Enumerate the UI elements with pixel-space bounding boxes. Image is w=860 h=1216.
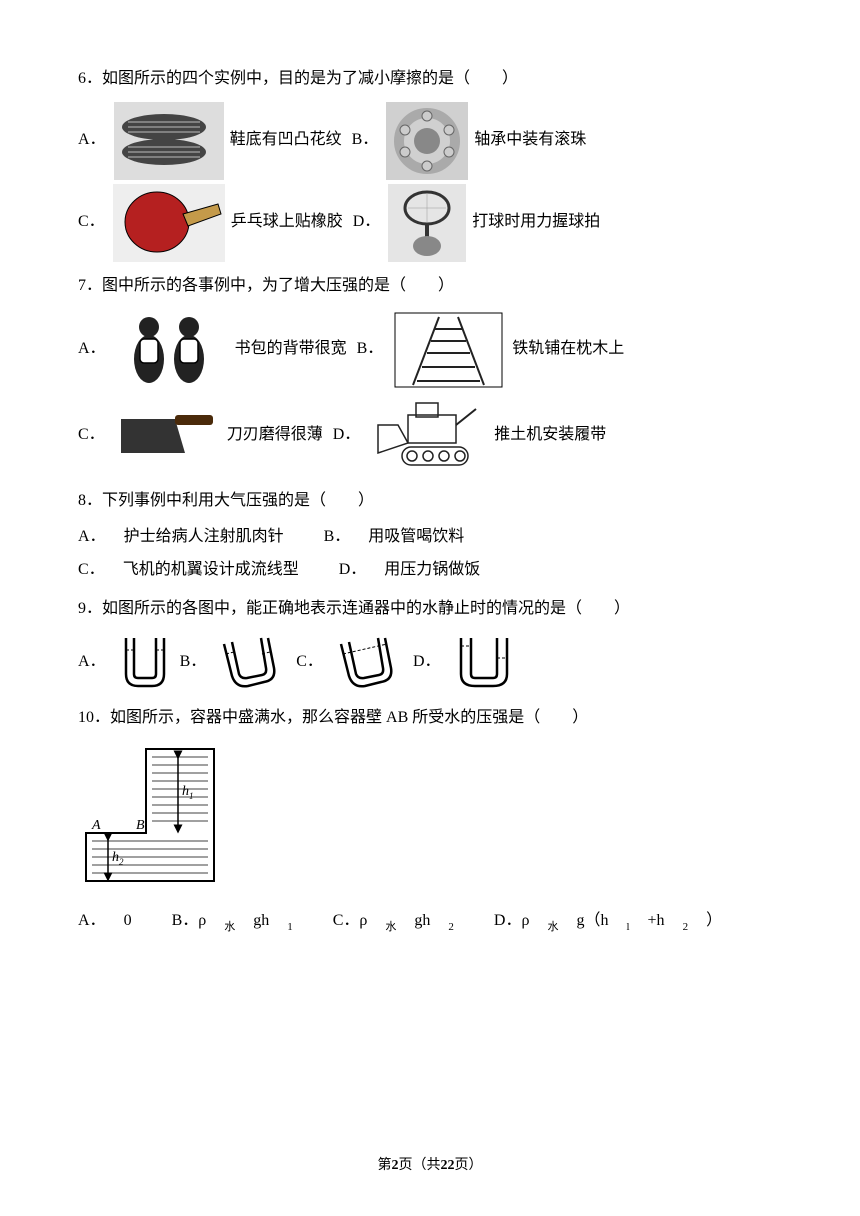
q8-b-desc: 用吸管喝饮料 [368,528,464,545]
q6-opt-b-desc: 轴承中装有滚珠 [474,126,586,155]
q7-opt-a-desc: 书包的背带很宽 [235,335,347,364]
container-diagram-icon: A B h1 h2 [78,741,238,891]
q7-opt-d-desc: 推土机安装履带 [494,421,606,450]
cleaver-icon [113,405,221,467]
q10-figure: A B h1 h2 [78,741,782,902]
label-A: A [91,818,101,833]
q7-row-1: A． 书包的背带很宽 B． [78,309,782,391]
utube-b-icon [214,632,292,694]
question-6: 6．如图所示的四个实例中，目的是为了减小摩擦的是（ ） A． 鞋底有凹凸花纹 B… [78,65,782,262]
q10-opt-b: B．ρ水gh1 [172,912,311,929]
utube-a-icon [114,632,176,694]
label-B: B [136,818,145,833]
q8-d-label: D． [339,561,367,578]
q9-a-label: A． [78,648,106,677]
footer-page: 2 [392,1158,399,1173]
q10-text: 10．如图所示，容器中盛满水，那么容器壁 AB 所受水的压强是（ ） [78,704,782,733]
bulldozer-icon [368,395,488,477]
q8-c-label: C． [78,561,105,578]
footer-mid: 页（共 [399,1158,441,1173]
q8-opt-c: C． 飞机的机翼设计成流线型 [78,561,317,578]
q8-body: 下列事例中利用大气压强的是（ ） [102,492,374,509]
q6-opt-a-desc: 鞋底有凹凸花纹 [230,126,342,155]
q7-opt-b-label: B． [357,335,384,364]
q8-text: 8．下列事例中利用大气压强的是（ ） [78,487,782,516]
q9-number: 9． [78,600,102,617]
q7-opt-b-desc: 铁轨铺在枕木上 [512,335,624,364]
q8-opts-line2: C． 飞机的机翼设计成流线型 D． 用压力锅做饭 [78,556,782,585]
footer-pre: 第 [378,1158,392,1173]
label-h2: h2 [112,850,124,867]
q8-number: 8． [78,492,102,509]
question-9: 9．如图所示的各图中，能正确地表示连通器中的水静止时的情况的是（ ） A． B．… [78,595,782,694]
utube-d-icon [449,632,521,694]
q8-opt-b: B． 用吸管喝饮料 [324,528,483,545]
q10-opts: A．0 B．ρ水gh1 C．ρ水gh2 D．ρ水g（hl+h2） [78,907,782,937]
q6-opt-d-label: D． [353,208,381,237]
q6-row-1: A． 鞋底有凹凸花纹 B． [78,102,782,180]
q9-text: 9．如图所示的各图中，能正确地表示连通器中的水静止时的情况的是（ ） [78,595,782,624]
q6-number: 6． [78,70,102,87]
q6-opt-a-label: A． [78,126,106,155]
racket-grip-icon [388,184,466,262]
q6-opt-d-desc: 打球时用力握球拍 [472,208,600,237]
q8-c-desc: 飞机的机翼设计成流线型 [123,561,299,578]
q7-opt-d-label: D． [333,421,361,450]
q7-body: 图中所示的各事例中，为了增大压强的是（ ） [102,277,454,294]
question-7: 7．图中所示的各事例中，为了增大压强的是（ ） A． 书包的背带很宽 B． [78,272,782,477]
q7-opt-c-desc: 刀刃磨得很薄 [227,421,323,450]
paddle-icon [113,184,225,262]
label-h1: h1 [182,784,194,801]
q8-d-desc: 用压力锅做饭 [384,561,480,578]
q8-a-label: A． [78,528,106,545]
q7-row-2: C． 刀刃磨得很薄 D． 推土机安装履带 [78,395,782,477]
q6-text: 6．如图所示的四个实例中，目的是为了减小摩擦的是（ ） [78,65,782,94]
q8-a-desc: 护士给病人注射肌肉针 [124,528,284,545]
footer-post: 页） [455,1158,483,1173]
backpack-icon [114,309,229,391]
q10-opt-a: A．0 [78,912,150,929]
q9-d-label: D． [413,648,441,677]
q7-opt-a-label: A． [78,335,106,364]
q10-body: 如图所示，容器中盛满水，那么容器壁 AB 所受水的压强是（ ） [110,709,588,726]
q6-opt-b-label: B． [352,126,379,155]
shoe-sole-icon [114,102,224,180]
question-10: 10．如图所示，容器中盛满水，那么容器壁 AB 所受水的压强是（ ） [78,704,782,938]
q8-opt-a: A． 护士给病人注射肌肉针 [78,528,302,545]
q7-text: 7．图中所示的各事例中，为了增大压强的是（ ） [78,272,782,301]
q7-number: 7． [78,277,102,294]
page-footer: 第2页（共22页） [0,1153,860,1178]
q10-opt-d: D．ρ水g（hl+h2） [494,912,740,929]
q8-b-label: B． [324,528,351,545]
q6-body: 如图所示的四个实例中，目的是为了减小摩擦的是（ ） [102,70,518,87]
utube-c-icon [331,632,409,694]
bearing-icon [386,102,468,180]
q8-opt-d: D． 用压力锅做饭 [339,561,499,578]
question-8: 8．下列事例中利用大气压强的是（ ） A． 护士给病人注射肌肉针 B． 用吸管喝饮料… [78,487,782,585]
q6-row-2: C． 乒乓球上贴橡胶 D． 打球时用力握球拍 [78,184,782,262]
q9-c-label: C． [296,648,323,677]
q9-body: 如图所示的各图中，能正确地表示连通器中的水静止时的情况的是（ ） [102,600,630,617]
q10-opt-c: C．ρ水gh2 [333,912,472,929]
q9-row: A． B． C． D． [78,632,782,694]
footer-total: 22 [441,1158,455,1173]
q10-number: 10． [78,709,110,726]
railroad-icon [391,309,506,391]
q6-opt-c-label: C． [78,208,105,237]
q8-opts-line1: A． 护士给病人注射肌肉针 B． 用吸管喝饮料 [78,523,782,552]
q9-b-label: B． [180,648,207,677]
q6-opt-c-desc: 乒乓球上贴橡胶 [231,208,343,237]
q7-opt-c-label: C． [78,421,105,450]
